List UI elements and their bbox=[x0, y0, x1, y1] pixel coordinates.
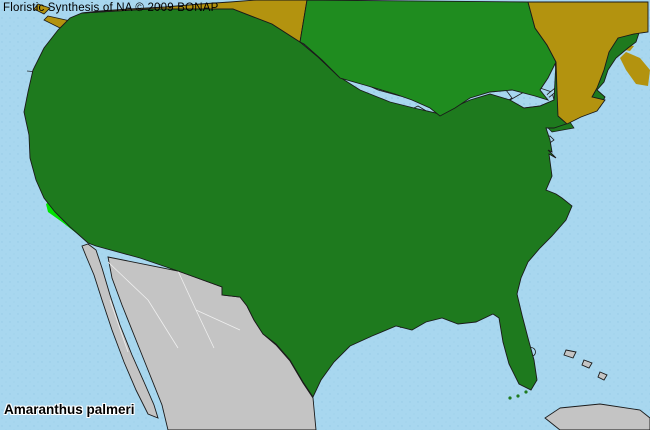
region-bahamas-3 bbox=[597, 371, 608, 381]
species-label: Amaranthus palmeri bbox=[4, 402, 135, 417]
region-bahamas-1 bbox=[563, 349, 577, 359]
region-cuba bbox=[544, 403, 650, 430]
region-bahamas-2 bbox=[581, 359, 593, 369]
region-nova-scotia bbox=[620, 52, 650, 86]
region-haida-island bbox=[33, 3, 51, 15]
unmapped-lands bbox=[81, 243, 650, 430]
region-baja-california bbox=[81, 243, 159, 419]
florida-keys bbox=[508, 390, 528, 400]
map-title: Floristic Synthesis of NA © 2009 BONAP bbox=[3, 2, 219, 14]
mexico-state-lines bbox=[107, 261, 241, 353]
